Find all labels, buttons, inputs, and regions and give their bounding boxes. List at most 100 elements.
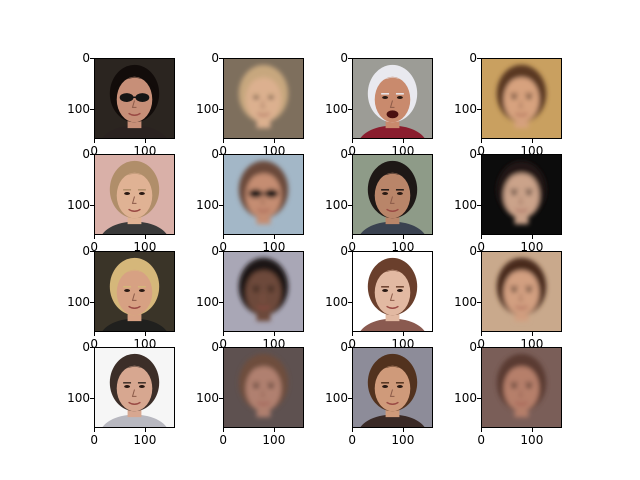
y-tick-mark (477, 58, 481, 60)
y-tick-label: 100 (454, 197, 477, 212)
y-tick-label: 100 (196, 390, 219, 405)
face-image (481, 58, 562, 139)
y-tick-mark (219, 154, 223, 156)
x-tick-label: 100 (391, 433, 415, 447)
subplot-1-2: 0 100 0 100 (325, 147, 433, 254)
subplot-1-0: 0 100 0 100 (67, 147, 175, 254)
x-tick-mark (223, 428, 225, 432)
face-portrait (224, 59, 303, 138)
x-tick-label: 100 (520, 240, 544, 254)
x-tick-label: 0 (219, 337, 228, 351)
y-tick-mark (90, 251, 94, 253)
x-tick-mark (481, 428, 483, 432)
x-tick-label: 0 (477, 240, 486, 254)
subplot-2-3: 0 100 0 100 (454, 244, 562, 351)
y-tick-label: 0 (469, 244, 477, 259)
subplot-2-0: 0 100 0 100 (67, 244, 175, 351)
x-tick-label: 0 (348, 240, 357, 254)
face-portrait (353, 155, 432, 234)
x-tick-mark (144, 235, 146, 239)
y-tick-mark (90, 397, 94, 399)
y-tick-label: 100 (196, 101, 219, 116)
y-tick-label: 100 (325, 197, 348, 212)
y-tick-mark (348, 204, 352, 206)
y-tick-label: 0 (469, 340, 477, 355)
x-tick-label: 0 (477, 144, 486, 158)
x-tick-mark (481, 235, 483, 239)
x-tick-label: 0 (90, 433, 99, 447)
y-tick-mark (477, 154, 481, 156)
subplot-3-1: 0 100 0 100 (196, 340, 304, 447)
y-tick-label: 0 (469, 51, 477, 66)
y-tick-mark (348, 301, 352, 303)
y-tick-label: 0 (211, 244, 219, 259)
face-portrait (353, 348, 432, 427)
y-tick-mark (90, 204, 94, 206)
y-tick-label: 100 (67, 390, 90, 405)
x-tick-label: 0 (90, 144, 99, 158)
x-tick-mark (481, 139, 483, 143)
face-portrait (95, 252, 174, 331)
y-tick-label: 0 (469, 147, 477, 162)
x-tick-label: 100 (133, 433, 157, 447)
face-portrait (95, 155, 174, 234)
y-tick-mark (477, 301, 481, 303)
face-image (223, 347, 304, 428)
face-portrait (224, 252, 303, 331)
x-tick-label: 100 (262, 433, 286, 447)
face-portrait (95, 348, 174, 427)
x-tick-mark (273, 428, 275, 432)
x-tick-mark (144, 332, 146, 336)
y-tick-mark (348, 251, 352, 253)
y-tick-mark (477, 204, 481, 206)
face-image (94, 58, 175, 139)
x-tick-label: 0 (219, 433, 228, 447)
face-image (481, 251, 562, 332)
x-tick-label: 0 (90, 337, 99, 351)
subplot-0-1: 0 100 0 100 (196, 51, 304, 158)
face-image (223, 154, 304, 235)
x-tick-mark (352, 139, 354, 143)
face-portrait (224, 155, 303, 234)
y-tick-label: 0 (340, 244, 348, 259)
y-tick-mark (348, 347, 352, 349)
x-tick-mark (94, 235, 96, 239)
y-tick-mark (90, 301, 94, 303)
y-tick-mark (219, 301, 223, 303)
face-portrait (482, 348, 561, 427)
subplot-0-2: 0 100 0 100 (325, 51, 433, 158)
y-tick-mark (219, 397, 223, 399)
face-portrait (353, 59, 432, 138)
y-tick-label: 0 (211, 147, 219, 162)
subplot-1-3: 0 100 0 100 (454, 147, 562, 254)
x-tick-mark (223, 235, 225, 239)
y-tick-label: 0 (82, 147, 90, 162)
subplot-3-2: 0 100 0 100 (325, 340, 433, 447)
x-tick-mark (223, 332, 225, 336)
subplot-0-0: 0 100 0 100 (67, 51, 175, 158)
x-tick-mark (531, 428, 533, 432)
face-image (94, 347, 175, 428)
x-tick-mark (531, 139, 533, 143)
x-tick-label: 0 (477, 433, 486, 447)
y-tick-label: 0 (211, 340, 219, 355)
face-image (352, 251, 433, 332)
x-tick-mark (402, 428, 404, 432)
y-tick-label: 100 (454, 390, 477, 405)
y-tick-label: 100 (325, 101, 348, 116)
x-tick-mark (531, 332, 533, 336)
y-tick-mark (90, 347, 94, 349)
y-tick-label: 100 (325, 294, 348, 309)
x-tick-mark (402, 139, 404, 143)
face-image (223, 58, 304, 139)
y-tick-mark (90, 58, 94, 60)
x-tick-mark (352, 332, 354, 336)
y-tick-label: 100 (196, 294, 219, 309)
subplot-1-1: 0 100 0 100 (196, 147, 304, 254)
y-tick-mark (90, 154, 94, 156)
face-image (481, 347, 562, 428)
subplot-0-3: 0 100 0 100 (454, 51, 562, 158)
y-tick-label: 0 (211, 51, 219, 66)
face-image (352, 347, 433, 428)
